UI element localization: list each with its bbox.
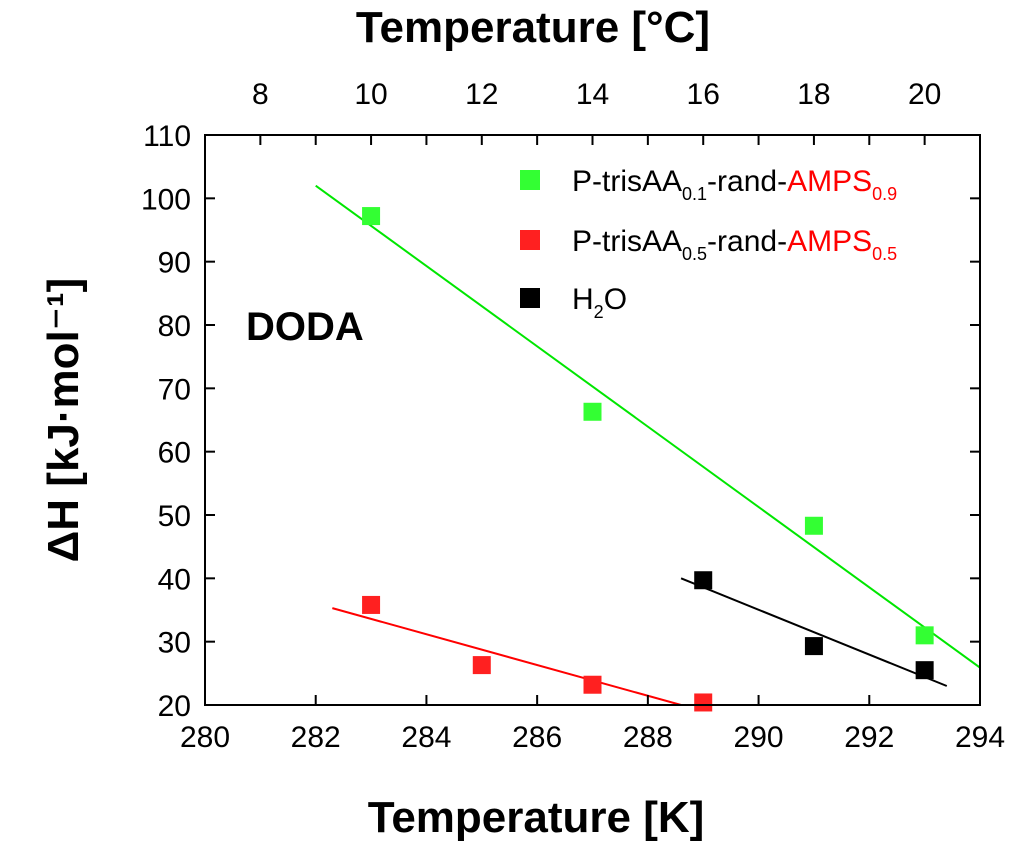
top-tick-label: 14 [576,78,609,111]
legend-label: P-trisAA0.5-rand-AMPS0.5 [572,225,897,264]
y-tick-label: 30 [158,627,191,660]
legend-marker [520,288,540,308]
x-axis-title: Temperature [K] [368,793,705,842]
legend-text-part: O [604,283,627,316]
top-axis-title: Temperature [°C] [356,3,710,52]
legend-subscript: 0.5 [872,244,897,264]
legend-subscript: 0.9 [872,184,897,204]
data-point [915,626,934,645]
y-tick-label: 20 [158,690,191,723]
x-tick-label: 292 [844,721,894,754]
data-point [362,207,381,226]
top-tick-label: 16 [687,78,720,111]
legend-text-part: P-trisAA [572,225,682,258]
legend-text-part: -rand- [707,165,787,198]
top-tick-label: 20 [908,78,941,111]
data-point [694,571,713,590]
top-tick-label: 18 [797,78,830,111]
y-tick-label: 100 [141,183,191,216]
fit-line [315,184,980,669]
y-tick-label: 40 [158,563,191,596]
y-tick-label: 90 [158,247,191,280]
legend: P-trisAA0.1-rand-AMPS0.9P-trisAA0.5-rand… [520,165,897,322]
x-tick-label: 282 [291,721,341,754]
data-point [583,402,602,421]
legend-marker [520,230,540,250]
data-point [583,675,602,694]
x-tick-label: 290 [734,721,784,754]
x-tick-label: 284 [401,721,451,754]
legend-text-part: AMPS [787,225,872,258]
y-axis-title: ΔH [kJ·mol⁻¹] [39,278,88,563]
top-tick-label: 12 [465,78,498,111]
legend-label: H2O [572,283,627,322]
y-tick-label: 80 [158,310,191,343]
legend-text-part: P-trisAA [572,165,682,198]
legend-text-part: -rand- [707,225,787,258]
data-point [804,637,823,656]
x-tick-label: 288 [623,721,673,754]
x-tick-label: 294 [955,721,1005,754]
fit-line [680,577,948,687]
legend-subscript: 0.1 [682,184,707,204]
legend-text-part: AMPS [787,165,872,198]
data-points [362,207,934,712]
y-tick-label: 60 [158,437,191,470]
data-point [915,661,934,680]
data-point [362,595,381,614]
legend-subscript: 2 [594,302,604,322]
y-tick-label: 70 [158,373,191,406]
x-tick-label: 280 [180,721,230,754]
y-tick-label: 110 [143,120,191,153]
x-tick-label: 286 [512,721,562,754]
data-point [804,516,823,535]
fit-line [332,607,682,705]
legend-marker [520,170,540,190]
legend-text-part: H [572,283,594,316]
annotation-doda: DODA [246,305,364,349]
y-tick-label: 50 [158,500,191,533]
legend-subscript: 0.5 [682,244,707,264]
data-point [694,693,713,712]
fit-lines [315,184,980,705]
top-tick-label: 10 [354,78,387,111]
top-tick-label: 8 [252,78,269,111]
legend-label: P-trisAA0.1-rand-AMPS0.9 [572,165,897,204]
data-point [472,656,491,675]
